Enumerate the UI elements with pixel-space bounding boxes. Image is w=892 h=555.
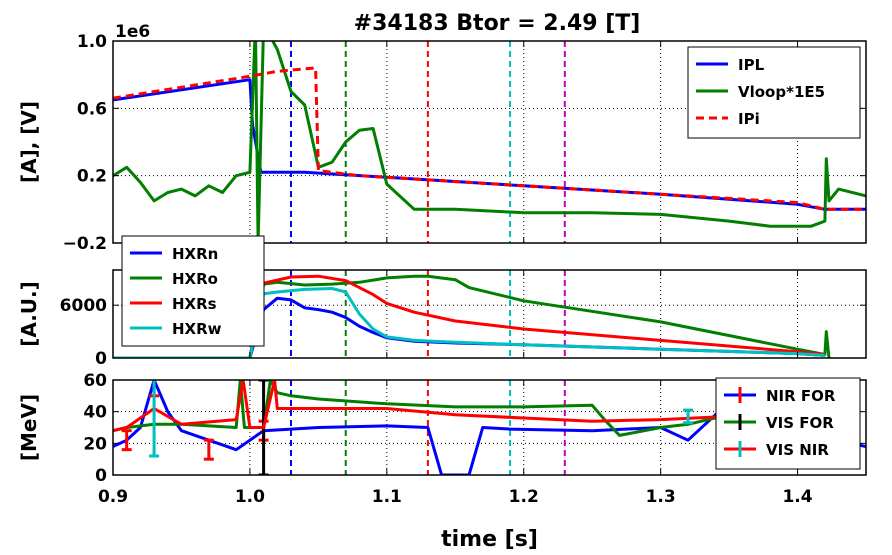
x-tick-label: 1.3 xyxy=(646,487,676,507)
y-tick-label: 40 xyxy=(83,403,107,423)
y-axis-label: [MeV] xyxy=(17,394,41,461)
x-axis-label: time [s] xyxy=(441,527,538,552)
legend-label: HXRo xyxy=(172,270,218,288)
x-tick-label: 1.4 xyxy=(782,487,812,507)
chart-title: #34183 Btor = 2.49 [T] xyxy=(354,11,641,36)
series-line-hxro xyxy=(113,274,831,358)
y-tick-label: 0.6 xyxy=(77,99,107,119)
axes-frame xyxy=(112,379,867,476)
y-tick-label: 20 xyxy=(83,434,107,454)
series-line-hxrw xyxy=(113,287,825,358)
y-tick-label: 6000 xyxy=(60,296,107,316)
legend-label: Vloop*1E5 xyxy=(738,83,825,101)
plot-area xyxy=(113,270,831,358)
legend: HXRn HXRo HXRs HXRw xyxy=(121,235,265,347)
legend-label: NIR FOR xyxy=(766,387,836,405)
legend-label: IPi xyxy=(738,110,760,128)
panel-bottom: 60 40 20 0 [MeV] NIR FOR VIS FOR VIS NIR xyxy=(17,371,867,486)
plot-area xyxy=(113,41,866,243)
legend-label: HXRn xyxy=(172,245,218,263)
axes-frame xyxy=(112,40,867,244)
x-tick-label: 1.2 xyxy=(509,487,539,507)
legend-label: HXRs xyxy=(172,295,217,313)
axis-offset-label: 1e6 xyxy=(115,22,150,42)
x-tick-label: 1.0 xyxy=(235,487,265,507)
x-tick-label: 0.9 xyxy=(98,487,128,507)
series-line-vis-for xyxy=(113,380,826,437)
legend-label: VIS NIR xyxy=(766,441,829,459)
legend: IPL Vloop*1E5 IPi xyxy=(687,46,861,139)
legend-label: VIS FOR xyxy=(766,414,834,432)
y-tick-label: −0.2 xyxy=(63,234,107,254)
y-tick-label: 0.2 xyxy=(77,167,107,187)
y-tick-label: 0 xyxy=(95,349,107,369)
series-line-nir-for xyxy=(113,380,866,475)
series-line-ipi xyxy=(113,66,866,211)
panel-top: 1.0 0.6 0.2 −0.2 [A], [V] 1e6 IPL Vloop*1E5 IPi xyxy=(17,22,867,254)
legend: NIR FOR VIS FOR VIS NIR xyxy=(715,377,861,470)
legend-label: IPL xyxy=(738,56,765,74)
x-tick-label: 1.1 xyxy=(372,487,402,507)
series-line-hxrs xyxy=(113,274,826,358)
axes-frame xyxy=(112,269,867,359)
y-tick-label: 60 xyxy=(83,371,107,391)
panel-middle: 6000 0 [A.U.] HXRn HXRo HXRs HXRw xyxy=(17,235,867,369)
series-line-vis-nir xyxy=(113,380,825,433)
y-axis-label: [A.U.] xyxy=(17,281,41,347)
plot-area xyxy=(113,380,866,475)
y-tick-label: 1.0 xyxy=(77,32,107,52)
y-tick-label: 0 xyxy=(95,466,107,486)
series-line-vloop-1e5 xyxy=(113,41,866,243)
y-axis-label: [A], [V] xyxy=(17,101,41,183)
legend-label: HXRw xyxy=(172,320,222,338)
